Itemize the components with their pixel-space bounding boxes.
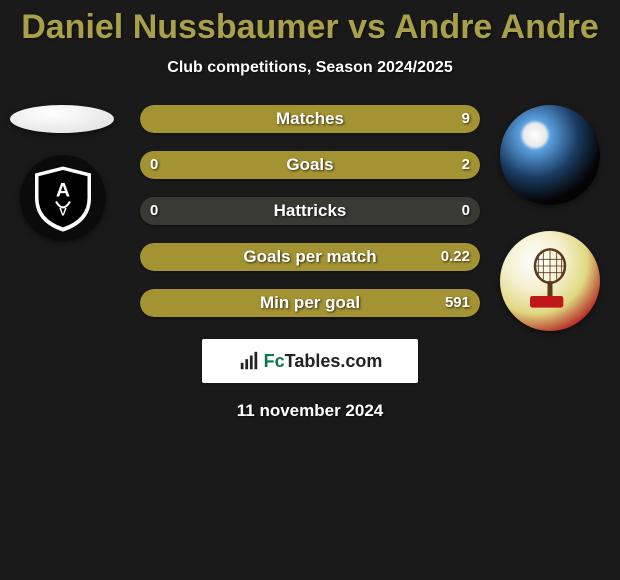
- svg-text:V: V: [59, 207, 67, 219]
- player1-badge-top: [10, 105, 114, 133]
- player2-club-badge: [500, 231, 600, 331]
- brand-text: FcTables.com: [264, 351, 383, 372]
- brand-suffix: Tables.com: [285, 351, 383, 371]
- stat-bars: 9Matches 02Goals 00Hattricks 0.22Goals per …: [140, 105, 480, 335]
- svg-text:A: A: [56, 180, 70, 202]
- stat-label: Min per goal: [140, 289, 480, 317]
- stat-row: 02Goals: [140, 151, 480, 179]
- chart-icon: [238, 350, 260, 372]
- stat-row: 9Matches: [140, 105, 480, 133]
- player1-club-badge: A V: [20, 155, 106, 241]
- racket-icon: [525, 246, 575, 316]
- date-text: 11 november 2024: [0, 401, 620, 421]
- shield-icon: A V: [28, 163, 98, 233]
- stat-row: 0.22Goals per match: [140, 243, 480, 271]
- stat-label: Matches: [140, 105, 480, 133]
- stat-label: Goals: [140, 151, 480, 179]
- page-title: Daniel Nussbaumer vs Andre Andre: [0, 0, 620, 47]
- page-subtitle: Club competitions, Season 2024/2025: [0, 59, 620, 77]
- stat-label: Goals per match: [140, 243, 480, 271]
- stat-label: Hattricks: [140, 197, 480, 225]
- stat-row: 00Hattricks: [140, 197, 480, 225]
- brand-box: FcTables.com: [202, 339, 418, 383]
- player2-ball-image: [500, 105, 600, 205]
- stat-row: 591Min per goal: [140, 289, 480, 317]
